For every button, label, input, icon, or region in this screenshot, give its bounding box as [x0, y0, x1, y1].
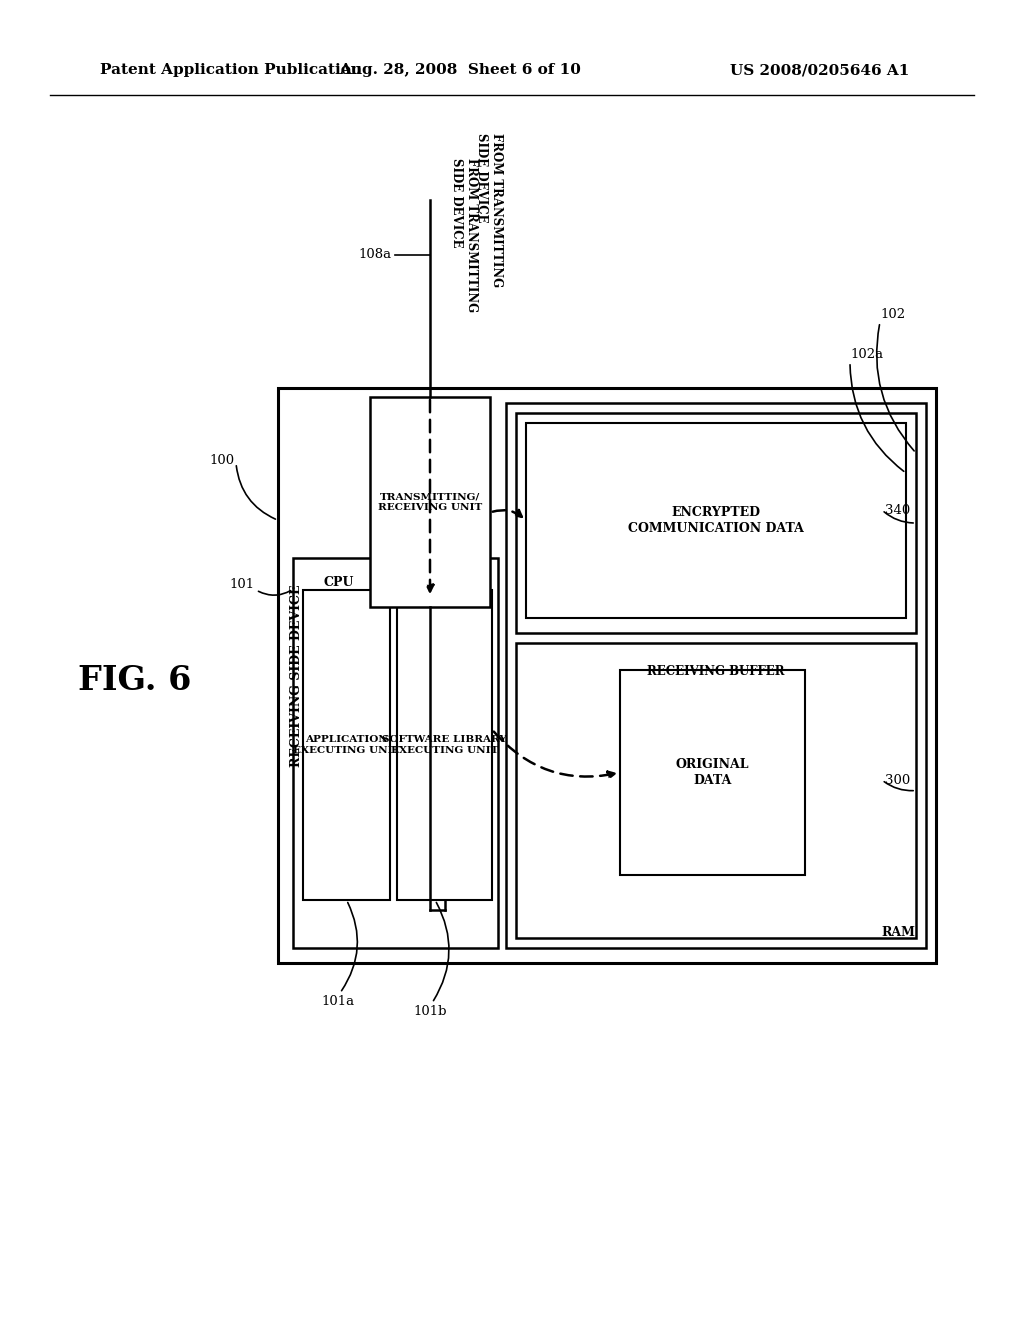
Bar: [293, 558, 498, 948]
Text: APPLICATION
EXECUTING UNIT: APPLICATION EXECUTING UNIT: [293, 735, 400, 755]
Text: Aug. 28, 2008  Sheet 6 of 10: Aug. 28, 2008 Sheet 6 of 10: [339, 63, 581, 77]
Text: US 2008/0205646 A1: US 2008/0205646 A1: [730, 63, 909, 77]
Bar: [278, 388, 936, 964]
Text: Patent Application Publication: Patent Application Publication: [100, 63, 362, 77]
Text: ENCRYPTED
COMMUNICATION DATA: ENCRYPTED COMMUNICATION DATA: [628, 507, 804, 535]
Bar: [516, 643, 916, 939]
Text: 102a: 102a: [850, 348, 883, 362]
Text: 300: 300: [885, 774, 910, 787]
Bar: [397, 590, 492, 900]
Text: 102: 102: [880, 309, 905, 322]
Text: 340: 340: [885, 503, 910, 516]
Text: TRANSMITTING/
RECEIVING UNIT: TRANSMITTING/ RECEIVING UNIT: [378, 492, 482, 512]
Text: SOFTWARE LIBRARY
EXECUTING UNIT: SOFTWARE LIBRARY EXECUTING UNIT: [382, 735, 507, 755]
Text: RECEIVING SIDE DEVICE: RECEIVING SIDE DEVICE: [290, 585, 302, 767]
Text: RAM: RAM: [881, 925, 914, 939]
Text: FIG. 6: FIG. 6: [78, 664, 191, 697]
Bar: [526, 422, 906, 618]
Bar: [516, 413, 916, 634]
Text: CPU: CPU: [323, 576, 353, 589]
Text: 101b: 101b: [414, 1005, 446, 1018]
Text: 100: 100: [210, 454, 234, 466]
Text: 101a: 101a: [322, 995, 354, 1008]
Text: RECEIVING BUFFER: RECEIVING BUFFER: [647, 665, 784, 678]
Text: FROM TRANSMITTING
SIDE DEVICE: FROM TRANSMITTING SIDE DEVICE: [475, 133, 503, 286]
Bar: [620, 671, 805, 875]
Bar: [370, 397, 490, 607]
Text: 101: 101: [229, 578, 255, 591]
Text: ORIGINAL
DATA: ORIGINAL DATA: [676, 759, 750, 787]
Bar: [303, 590, 390, 900]
Text: 108a: 108a: [358, 248, 392, 261]
Text: FROM TRANSMITTING
SIDE DEVICE: FROM TRANSMITTING SIDE DEVICE: [450, 158, 478, 312]
Bar: [506, 403, 926, 948]
